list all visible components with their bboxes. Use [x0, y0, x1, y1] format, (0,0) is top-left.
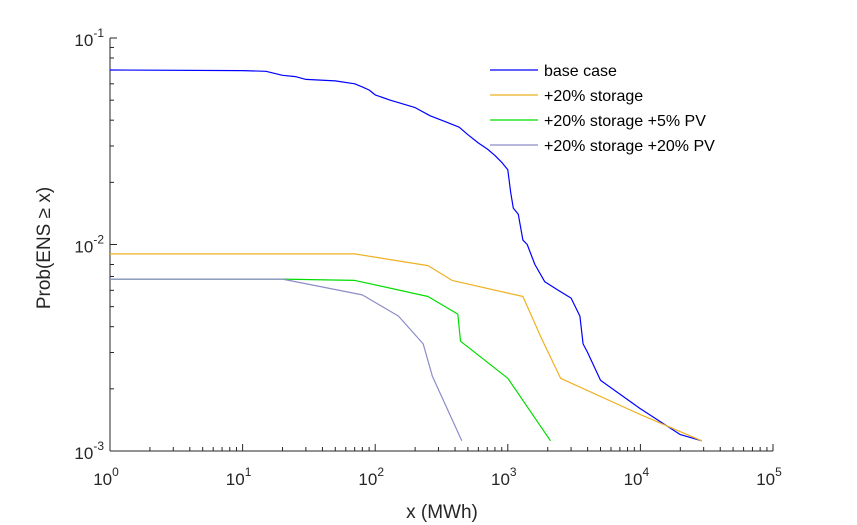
- series-line-2: [110, 253, 702, 442]
- series-line-3: [110, 278, 551, 442]
- legend-label: +20% storage +20% PV: [544, 138, 715, 155]
- y-tick-label: 10-3: [74, 439, 104, 463]
- legend-label: base case: [544, 63, 617, 80]
- series-lines: [109, 69, 702, 442]
- tick-marks: [109, 37, 774, 452]
- x-axis-label: x (MWh): [406, 502, 478, 523]
- axes: [109, 38, 773, 452]
- series-line-4: [110, 278, 463, 442]
- y-axis-label: Prob(ENS ≥ x): [34, 187, 55, 309]
- x-tick-label: 104: [624, 465, 650, 489]
- legend-label: +20% storage: [544, 88, 643, 105]
- tick-labels: 100 101 102 103 104 105 10-3 10-2 10-1: [74, 26, 782, 489]
- legend: base case +20% storage +20% storage +5% PV…: [490, 63, 715, 155]
- y-tick-label: 10-1: [74, 26, 104, 50]
- legend-label: +20% storage +5% PV: [544, 113, 706, 130]
- x-tick-label: 101: [226, 465, 252, 489]
- series-line-1: [109, 69, 702, 442]
- x-tick-label: 102: [358, 465, 384, 489]
- x-tick-label: 103: [491, 465, 517, 489]
- x-tick-label: 105: [756, 465, 782, 489]
- x-tick-label: 100: [93, 465, 119, 489]
- y-tick-label: 10-2: [74, 233, 104, 257]
